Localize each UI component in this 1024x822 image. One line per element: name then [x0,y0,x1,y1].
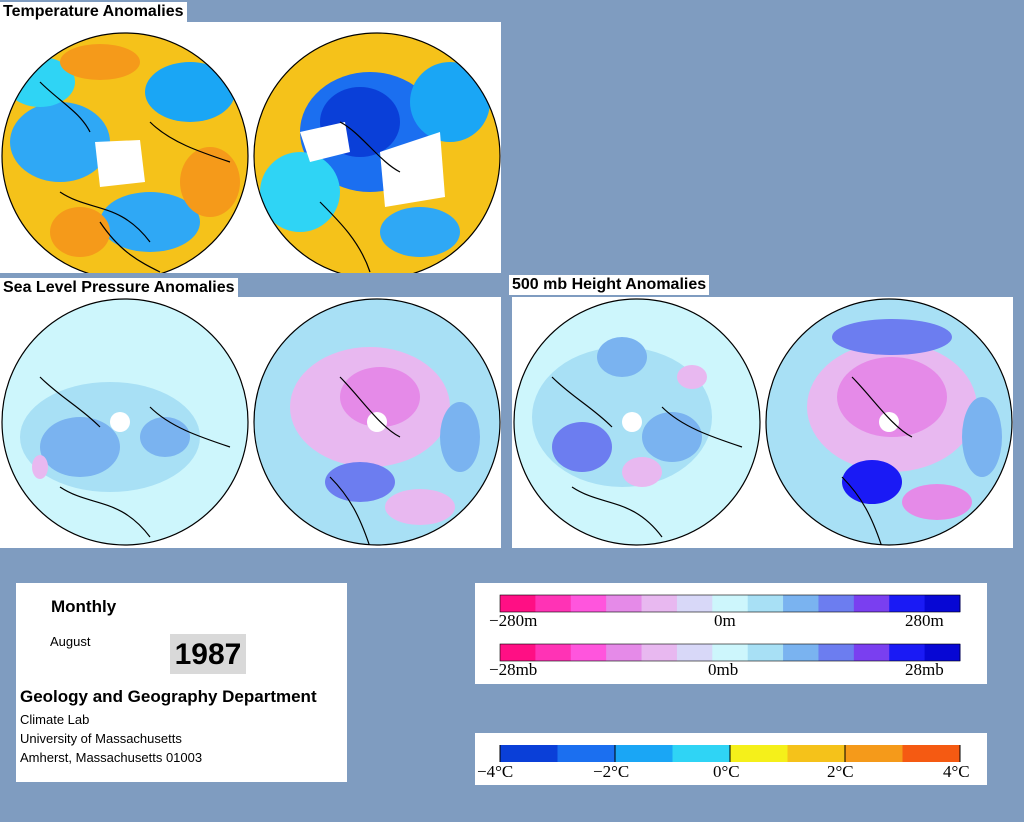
temperature-scale-label-3: 2°C [827,762,854,781]
pressure-scale-mid: 0mb [708,660,739,679]
pressure-color-bar-segment [924,644,961,661]
year-label: 1987 [170,634,246,674]
height-color-bar-segment [570,595,607,612]
height500-map-south [766,299,1012,545]
height-scale-max: 280m [905,611,944,630]
slp-map-north [2,299,248,545]
height-color-bar [499,594,961,613]
temperature-color-bar-segment [845,745,903,762]
temperature-color-bar-segment [500,745,558,762]
temperature-color-bar-segment [730,745,788,762]
height-color-bar-segment [676,595,713,612]
height500-anomalies-title: 500 mb Height Anomalies [509,275,710,295]
height-color-bar-segment [535,595,572,612]
height-scale-min: −280m [489,611,538,630]
height-color-bar-border [499,594,961,613]
height-color-bar-segment [783,595,819,612]
temperature-color-bar-segment [615,745,673,762]
frequency-label: Monthly [51,597,117,616]
address-line-1: Climate Lab [20,712,90,727]
temperature-scale-label-2: 0°C [713,762,740,781]
address-line-3: Amherst, Massachusetts 01003 [20,750,203,765]
height-color-bar-segment [712,595,749,612]
pressure-color-bar [499,643,961,662]
anomaly-scale-box: −280m 0m 280m −28mb 0mb 28mb [475,583,987,684]
pressure-color-bar-segment [783,644,819,661]
height-color-bar-segment [818,595,855,612]
info-box: Monthly August 1987 Geology and Geograph… [16,583,347,782]
pressure-color-bar-segment [712,644,749,661]
pressure-color-bar-segment [535,644,572,661]
pressure-scale-max: 28mb [905,660,944,679]
temperature-map-north [2,33,248,273]
temperature-color-bar-segment [787,745,846,762]
pressure-color-bar-border [499,643,961,662]
height500-map-north [514,299,760,545]
temperature-scale-label-0: −4°C [477,762,514,781]
temperature-scale-label-4: 4°C [943,762,970,781]
pressure-color-bar-segment [818,644,855,661]
height-color-bar-segment [924,595,961,612]
height-color-bar-segment [641,595,678,612]
height-scale-mid: 0m [714,611,736,630]
height-color-bar-segment [889,595,926,612]
department-label: Geology and Geography Department [20,687,317,706]
temperature-color-bar-segment [672,745,731,762]
height-color-bar-segment [853,595,890,612]
height-color-bar-segment [747,595,784,612]
pressure-scale-min: −28mb [489,660,538,679]
pressure-color-bar-segment [889,644,926,661]
pressure-color-bar-segment [570,644,607,661]
slp-anomalies-panel [0,297,501,548]
temperature-map-south [254,33,500,273]
temperature-scale-label-1: −2°C [593,762,630,781]
temperature-color-bar-segment [902,745,961,762]
temperature-anomalies-panel [0,22,501,273]
pressure-color-bar-segment [641,644,678,661]
slp-map-south [254,299,500,545]
temperature-color-bar [499,745,961,762]
pressure-color-bar-segment [500,644,536,661]
pressure-color-bar-segment [747,644,784,661]
address-line-2: University of Massachusetts [20,731,182,746]
pressure-color-bar-segment [606,644,643,661]
month-label: August [50,634,91,649]
height-color-bar-segment [606,595,643,612]
temperature-anomalies-title: Temperature Anomalies [0,2,187,22]
pressure-color-bar-segment [676,644,713,661]
pressure-color-bar-segment [853,644,890,661]
height-color-bar-segment [500,595,536,612]
temperature-color-bar-segment [557,745,616,762]
temperature-scale-box: −4°C −2°C 0°C 2°C 4°C [475,733,987,785]
slp-anomalies-title: Sea Level Pressure Anomalies [0,278,238,298]
height500-anomalies-panel [512,297,1013,548]
